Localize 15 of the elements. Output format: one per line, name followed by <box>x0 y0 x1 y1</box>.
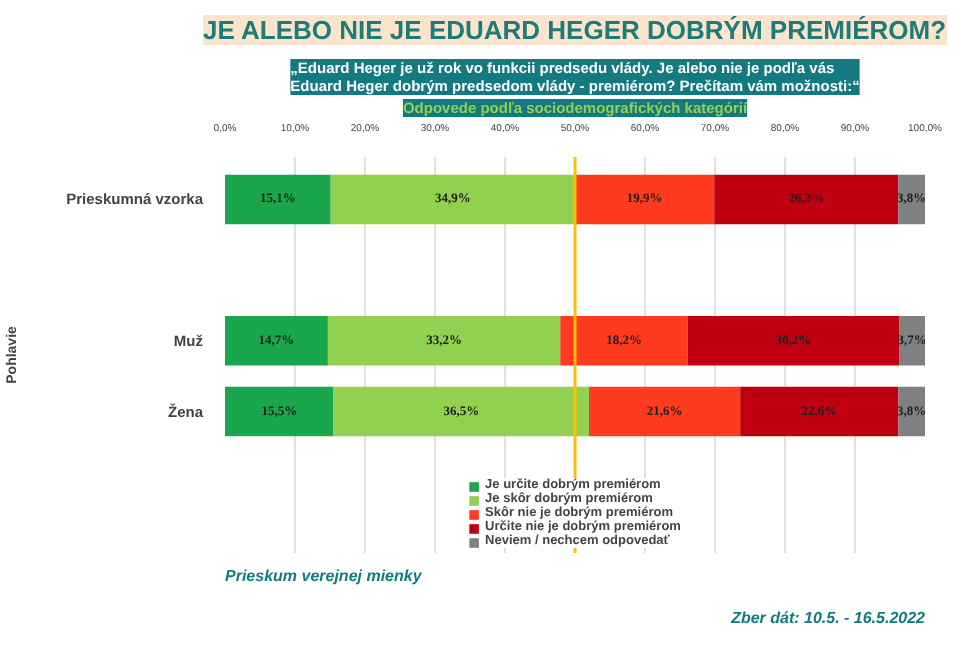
bar <box>687 316 900 366</box>
bar <box>714 174 899 225</box>
bar <box>330 174 575 225</box>
text: Zber dát: 10.5. - 16.5.2022 <box>729 609 927 627</box>
bar <box>333 386 589 437</box>
chart-title: JE ALEBO NIE JE EDUARD HEGER DOBRÝM PREMIÉROM? <box>203 15 947 45</box>
text: Prieskum verejnej mienky <box>225 567 423 585</box>
bar <box>560 316 688 366</box>
bar <box>589 386 741 437</box>
bar <box>327 316 561 366</box>
bar <box>225 386 334 437</box>
bar <box>575 174 715 225</box>
bar <box>740 386 899 437</box>
bar <box>225 174 331 225</box>
bar <box>225 316 328 366</box>
